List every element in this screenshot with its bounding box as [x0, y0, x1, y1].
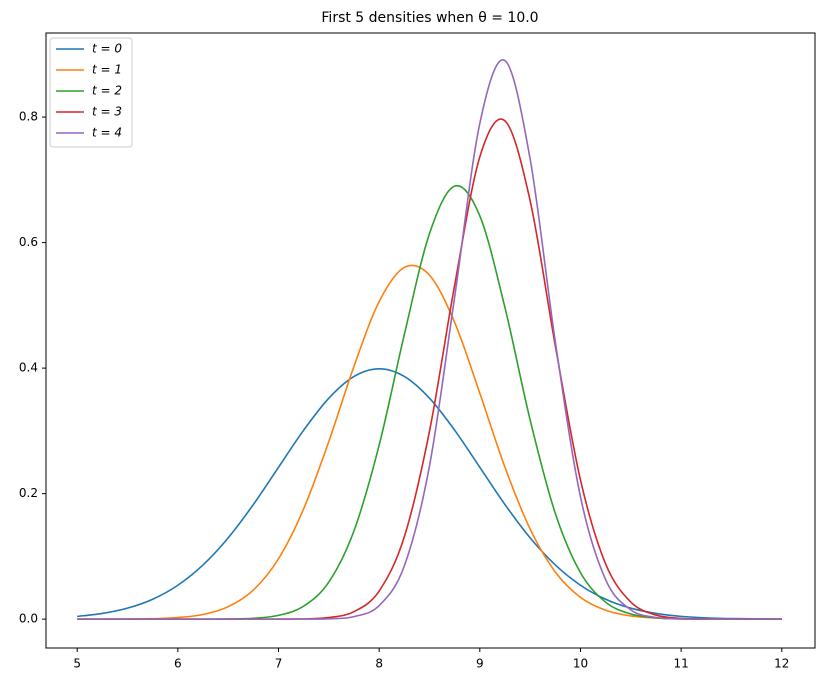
- legend-label: t = 2: [92, 84, 122, 98]
- y-tick-label: 0.8: [19, 110, 38, 124]
- x-tick-label: 9: [476, 657, 484, 671]
- x-tick-label: 11: [673, 657, 688, 671]
- y-tick-label: 0.2: [19, 486, 38, 500]
- y-tick-label: 0.0: [19, 612, 38, 626]
- x-tick-label: 7: [275, 657, 283, 671]
- line-series: [77, 368, 782, 620]
- x-tick-label: 12: [774, 657, 789, 671]
- chart-title: First 5 densities when θ = 10.0: [321, 10, 538, 26]
- x-tick-label: 5: [73, 657, 81, 671]
- x-tick-label: 8: [375, 657, 383, 671]
- legend-label: t = 3: [92, 105, 122, 119]
- legend-box: [49, 37, 133, 148]
- x-tick-label: 10: [573, 657, 588, 671]
- legend-label: t = 4: [92, 126, 122, 140]
- line-series: [77, 59, 782, 620]
- plot-area: [77, 59, 782, 620]
- axes-frame: [45, 32, 816, 649]
- legend-label: t = 1: [92, 63, 122, 77]
- y-tick-label: 0.4: [19, 361, 38, 375]
- x-tick-label: 6: [174, 657, 182, 671]
- legend-label: t = 0: [92, 42, 122, 56]
- y-tick-label: 0.6: [19, 235, 38, 249]
